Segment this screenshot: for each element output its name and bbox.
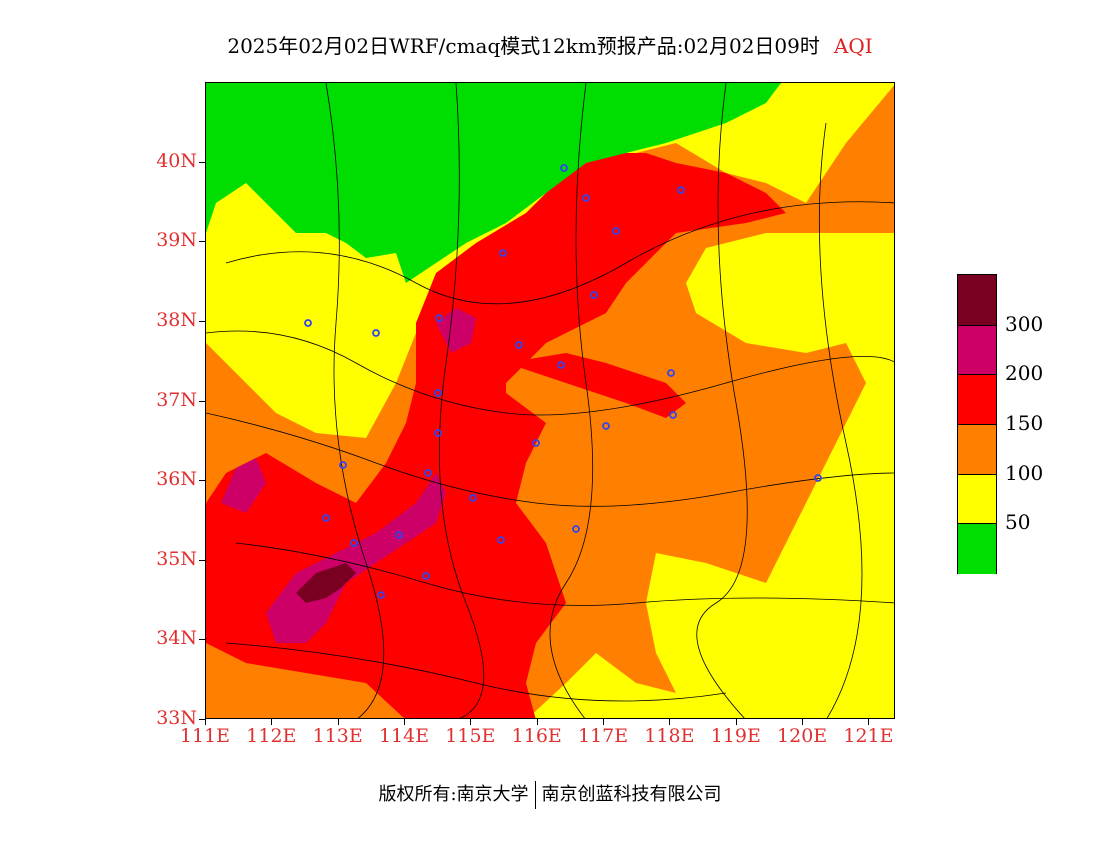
map-title: 2025年02月02日WRF/cmaq模式12km预报产品:02月02日09时 A… [0, 30, 1100, 59]
aqi-map [205, 82, 895, 719]
colorbar-segment [958, 424, 996, 475]
lon-label: 120E [777, 725, 828, 747]
lon-label: 121E [843, 725, 894, 747]
city-marker [469, 494, 477, 502]
city-marker [424, 469, 432, 477]
zone-yellow-east [696, 233, 894, 343]
lon-label: 117E [577, 725, 629, 747]
city-marker [350, 539, 358, 547]
city-marker [377, 591, 385, 599]
zone-yellow-southeast [656, 464, 894, 718]
lat-tick [199, 161, 205, 163]
lat-label: 40N [156, 149, 197, 172]
city-marker [497, 536, 505, 544]
zone-red-northeast [506, 353, 686, 418]
lon-label: 118E [644, 725, 695, 747]
lon-label: 112E [246, 725, 297, 747]
lat-label: 34N [156, 627, 197, 650]
zone-yellow-northeast [781, 83, 894, 138]
lat-tick [199, 639, 205, 641]
colorbar-segment [958, 275, 996, 325]
lon-tick [337, 719, 339, 725]
colorbar-segment [958, 523, 996, 574]
city-marker [677, 186, 685, 194]
city-marker [669, 411, 677, 419]
city-marker [499, 249, 507, 257]
lon-tick [735, 719, 737, 725]
lat-label: 33N [156, 707, 197, 729]
city-marker [422, 572, 430, 580]
colorbar-label: 50 [1005, 510, 1031, 535]
lon-tick [868, 719, 870, 725]
lat-label: 38N [156, 308, 197, 331]
lon-label: 111E [179, 725, 231, 747]
city-marker [339, 461, 347, 469]
copyright-footer: 版权所有:南京大学 南京创蓝科技有限公司 [0, 780, 1100, 809]
city-marker [395, 531, 403, 539]
city-marker [667, 369, 675, 377]
city-markers [304, 164, 822, 599]
lon-tick [205, 719, 206, 725]
colorbar-label: 150 [1005, 411, 1044, 435]
zone-darkred [296, 563, 356, 603]
lat-label: 37N [156, 388, 197, 411]
city-marker [557, 361, 565, 369]
lat-tick [199, 320, 205, 322]
aqi-map-canvas [206, 83, 894, 718]
city-marker [572, 525, 580, 533]
zone-purple-north [436, 308, 476, 353]
boundary-lines [206, 83, 894, 718]
colorbar-label: 200 [1005, 361, 1044, 386]
lon-tick [271, 719, 273, 725]
lat-label: 35N [156, 547, 197, 570]
lat-tick [199, 719, 205, 720]
lat-label: 36N [156, 468, 197, 491]
zone-purple-west [221, 458, 266, 513]
lon-label: 119E [710, 725, 761, 747]
copyright-left: 版权所有:南京大学 [378, 784, 529, 805]
lon-tick [603, 719, 605, 725]
city-marker [814, 474, 822, 482]
zone-green [206, 83, 781, 283]
colorbar-segment [958, 324, 996, 376]
footer-separator [534, 781, 536, 809]
city-marker [435, 314, 443, 322]
city-marker [304, 319, 312, 327]
lon-tick [669, 719, 671, 725]
colorbar-segment [958, 473, 996, 525]
copyright-right: 南京创蓝科技有限公司 [541, 784, 722, 805]
lat-label: 39N [156, 229, 197, 252]
city-marker [582, 194, 590, 202]
aqi-colorbar [957, 274, 997, 574]
lat-tick [199, 559, 205, 561]
colorbar-label: 300 [1005, 311, 1044, 336]
city-marker [515, 341, 523, 349]
lon-tick [536, 719, 538, 725]
lat-tick [199, 400, 205, 402]
city-marker [372, 329, 380, 337]
city-marker [532, 439, 540, 447]
lon-label: 114E [378, 725, 430, 747]
city-marker [602, 422, 610, 430]
lon-label: 116E [511, 725, 562, 747]
lat-tick [199, 480, 205, 482]
city-marker [560, 164, 568, 172]
lon-label: 115E [445, 725, 496, 747]
lat-tick [199, 241, 205, 243]
colorbar-label: 100 [1005, 460, 1044, 485]
city-marker [612, 227, 620, 235]
map-title-variable: AQI [833, 34, 873, 58]
city-marker [434, 389, 442, 397]
city-marker [590, 291, 598, 299]
lon-label: 113E [312, 725, 363, 747]
city-marker [322, 514, 330, 522]
city-marker [434, 429, 442, 437]
lon-tick [802, 719, 804, 725]
colorbar-segment [958, 374, 996, 425]
lon-tick [470, 719, 472, 725]
lon-tick [404, 719, 406, 725]
map-title-main: 2025年02月02日WRF/cmaq模式12km预报产品:02月02日09时 [227, 34, 820, 58]
